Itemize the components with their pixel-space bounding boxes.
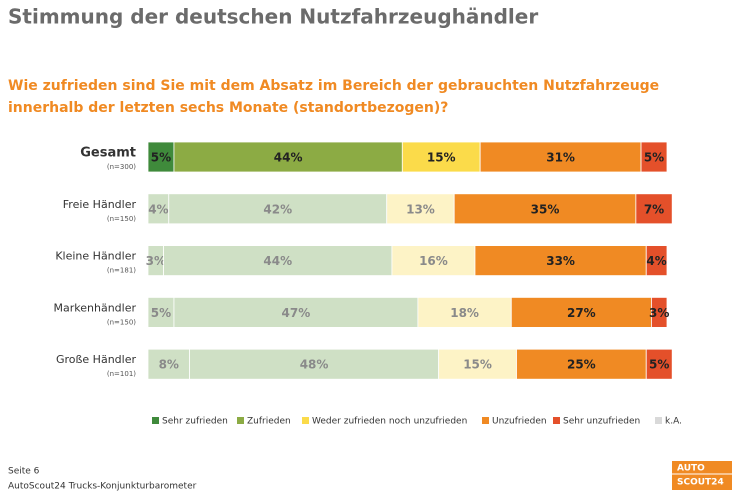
chart-subtitle: innerhalb der letzten sechs Monate (stan…: [8, 100, 448, 116]
value-label: 5%: [151, 306, 171, 320]
value-label: 25%: [567, 358, 596, 372]
category-note: (n=101): [107, 370, 136, 378]
bar-segment: [510, 296, 652, 328]
value-label: 4%: [148, 202, 168, 216]
value-label: 5%: [644, 151, 664, 165]
bar-segment: [651, 296, 668, 328]
category-label: Große Händler: [56, 353, 137, 366]
value-label: 47%: [282, 306, 311, 320]
bar-segment: [645, 245, 668, 277]
category-label: Freie Händler: [63, 198, 137, 211]
bar-segment: [417, 296, 512, 328]
legend-label: Unzufrieden: [492, 417, 547, 427]
bar-segment: [516, 348, 647, 380]
category-note: (n=300): [107, 163, 136, 171]
value-label: 18%: [450, 306, 479, 320]
value-label: 3%: [649, 306, 669, 320]
footer-source: AutoScout24 Trucks-Konjunkturbarometer: [8, 482, 197, 492]
chart-subtitle: Wie zufrieden sind Sie mit dem Absatz im…: [8, 78, 659, 94]
value-label: 44%: [274, 151, 303, 165]
bar-segment: [173, 296, 419, 328]
legend-swatch: [152, 417, 159, 424]
legend-label: Weder zufrieden noch unzufrieden: [312, 417, 467, 427]
bar-segment: [474, 245, 647, 277]
category-label: Markenhändler: [54, 301, 137, 314]
category-note: (n=150): [107, 318, 136, 326]
legend-swatch: [553, 417, 560, 424]
bar-segment: [173, 141, 403, 173]
value-label: 16%: [419, 254, 448, 268]
chart-title: Stimmung der deutschen Nutzfahrzeughändl…: [8, 5, 538, 29]
legend-swatch: [237, 417, 244, 424]
category-label: Kleine Händler: [55, 250, 136, 263]
legend-swatch: [482, 417, 489, 424]
logo-text: SCOUT24: [677, 478, 724, 488]
bar-segment: [147, 296, 175, 328]
value-label: 15%: [427, 151, 456, 165]
bar-segment: [438, 348, 517, 380]
value-label: 42%: [263, 202, 292, 216]
bar-segment: [189, 348, 440, 380]
footer-page: Seite 6: [8, 467, 40, 477]
value-label: 4%: [646, 254, 666, 268]
value-label: 31%: [546, 151, 575, 165]
legend-label: Zufrieden: [247, 417, 291, 427]
bar-segment: [401, 141, 481, 173]
value-label: 5%: [649, 358, 669, 372]
bar-segment: [635, 193, 673, 225]
value-label: 13%: [406, 202, 435, 216]
value-label: 3%: [146, 254, 166, 268]
category-note: (n=150): [107, 215, 136, 223]
bar-segment: [147, 141, 175, 173]
bar-segment: [479, 141, 642, 173]
bar-segment: [391, 245, 476, 277]
category-note: (n=181): [107, 267, 136, 275]
category-label: Gesamt: [80, 146, 136, 161]
value-label: 48%: [300, 358, 329, 372]
legend-swatch: [655, 417, 662, 424]
value-label: 7%: [644, 202, 664, 216]
value-label: 44%: [263, 254, 292, 268]
bar-segment: [640, 141, 668, 173]
value-label: 33%: [546, 254, 575, 268]
value-label: 15%: [463, 358, 492, 372]
value-label: 5%: [151, 151, 171, 165]
legend-swatch: [302, 417, 309, 424]
logo-text: AUTO: [677, 464, 705, 474]
value-label: 27%: [567, 306, 596, 320]
bar-segment: [645, 348, 673, 380]
legend-label: Sehr unzufrieden: [563, 417, 640, 427]
legend-label: Sehr zufrieden: [162, 417, 228, 427]
legend-label: k.A.: [665, 417, 682, 427]
bar-segment: [168, 193, 388, 225]
value-label: 8%: [159, 358, 179, 372]
logo-box: [672, 461, 732, 490]
value-label: 35%: [531, 202, 560, 216]
bar-segment: [163, 245, 393, 277]
